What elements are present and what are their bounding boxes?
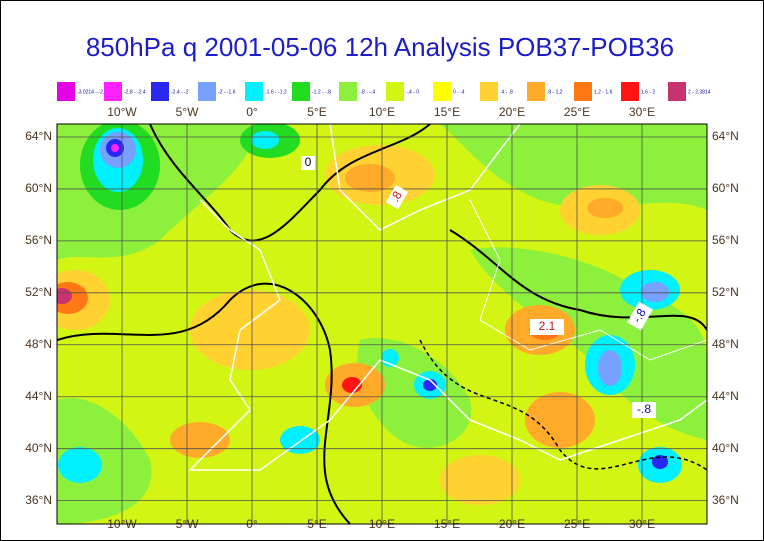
patch <box>111 144 119 152</box>
patch <box>190 290 310 370</box>
patch <box>58 447 102 483</box>
legend-label: -.8 - -.4 <box>359 89 375 95</box>
y-tick-label: 52°N <box>25 285 52 299</box>
patch <box>440 455 520 505</box>
legend-swatch <box>433 82 451 101</box>
y-tick-label: 48°N <box>712 337 739 351</box>
legend-label: -2 - -1.6 <box>218 89 236 95</box>
graticule: 10°W10°W5°W5°W0°0°5°E5°E10°E10°E15°E15°E… <box>25 105 739 531</box>
label-box <box>385 184 409 210</box>
legend-label: -2.8 - -2.4 <box>124 89 146 95</box>
y-tick-label: 36°N <box>712 493 739 507</box>
x-tick-label: 0° <box>246 105 258 119</box>
legend-swatch <box>668 82 686 101</box>
x-tick-label: 30°E <box>629 105 655 119</box>
legend-label: -.4 - 0 <box>406 89 419 95</box>
y-tick-label: 64°N <box>25 129 52 143</box>
patch <box>251 131 279 149</box>
label-box <box>530 319 564 335</box>
x-tick-label: 25°E <box>564 105 590 119</box>
field <box>57 124 707 524</box>
contour-line <box>449 229 707 331</box>
patch <box>423 379 437 391</box>
patch <box>440 124 707 210</box>
patch <box>345 164 395 192</box>
y-tick-label: 52°N <box>712 285 739 299</box>
legend-swatch <box>151 82 169 101</box>
legend-swatch <box>480 82 498 101</box>
patch <box>525 392 595 448</box>
contour-line <box>57 282 351 524</box>
legend-label: -3.0214 - -2.8 <box>77 89 107 95</box>
patch <box>57 288 72 304</box>
contour-label: 0 <box>305 155 312 169</box>
legend-swatch <box>104 82 122 101</box>
contour-line <box>149 124 431 242</box>
legend-label: -2.4 - -2 <box>171 89 189 95</box>
label-box <box>627 301 653 331</box>
border <box>469 199 707 361</box>
y-tick-label: 44°N <box>712 389 739 403</box>
legend-swatch <box>292 82 310 101</box>
patch <box>587 198 623 218</box>
legend-label: 2 - 2.3814 <box>688 89 711 95</box>
label-box <box>632 402 656 418</box>
legend-swatch <box>527 82 545 101</box>
x-tick-label: 5°E <box>307 105 326 119</box>
patch <box>598 350 622 386</box>
legend-swatch <box>386 82 404 101</box>
patch <box>641 282 669 302</box>
legend-label: 1.2 - 1.6 <box>594 89 613 95</box>
patch <box>280 426 320 454</box>
x-tick-label: 15°E <box>434 105 460 119</box>
contour-labels: 0 .8 2.1 -.8 -.8 <box>301 155 656 418</box>
coastline <box>329 124 521 231</box>
legend-label: .4 - .8 <box>500 89 513 95</box>
patch <box>652 455 668 469</box>
y-tick-label: 56°N <box>712 233 739 247</box>
x-tick-label: 10°W <box>107 105 137 119</box>
patch <box>57 398 152 524</box>
legend-swatch <box>198 82 216 101</box>
map-frame <box>56 123 708 525</box>
x-tick-label: 20°E <box>499 105 525 119</box>
y-tick-label: 48°N <box>25 337 52 351</box>
legend-label: .8 - 1.2 <box>547 89 563 95</box>
legend-swatch <box>245 82 263 101</box>
label-box <box>301 156 315 170</box>
patch <box>342 377 362 393</box>
x-tick-label: 5°W <box>176 105 199 119</box>
y-tick-label: 56°N <box>25 233 52 247</box>
contour-label: -.8 <box>637 402 651 416</box>
y-tick-label: 44°N <box>25 389 52 403</box>
y-tick-label: 40°N <box>712 441 739 455</box>
y-tick-label: 60°N <box>25 181 52 195</box>
legend-swatch <box>57 82 75 101</box>
legend-label: -1.2 - -.8 <box>312 89 331 95</box>
legend-swatch <box>339 82 357 101</box>
contour-label: 2.1 <box>539 319 556 333</box>
x-tick-label: 10°E <box>369 105 395 119</box>
y-tick-label: 60°N <box>712 181 739 195</box>
legend-label: 1.6 - 2 <box>641 89 655 95</box>
legend: -3.0214 - -2.8 -2.8 - -2.4 -2.4 - -2 -2 - -… <box>57 82 711 101</box>
y-tick-label: 40°N <box>25 441 52 455</box>
legend-label: -1.6 - -1.2 <box>265 89 287 95</box>
legend-label: 0 - .4 <box>453 89 465 95</box>
y-tick-label: 64°N <box>712 129 739 143</box>
legend-swatch <box>574 82 592 101</box>
contour-label: -.8 <box>630 306 649 325</box>
title: 850hPa q 2001-05-06 12h Analysis POB37-P… <box>86 32 674 62</box>
legend-swatch <box>621 82 639 101</box>
contour-line <box>419 339 707 471</box>
y-tick-label: 36°N <box>25 493 52 507</box>
coastline <box>188 199 707 471</box>
